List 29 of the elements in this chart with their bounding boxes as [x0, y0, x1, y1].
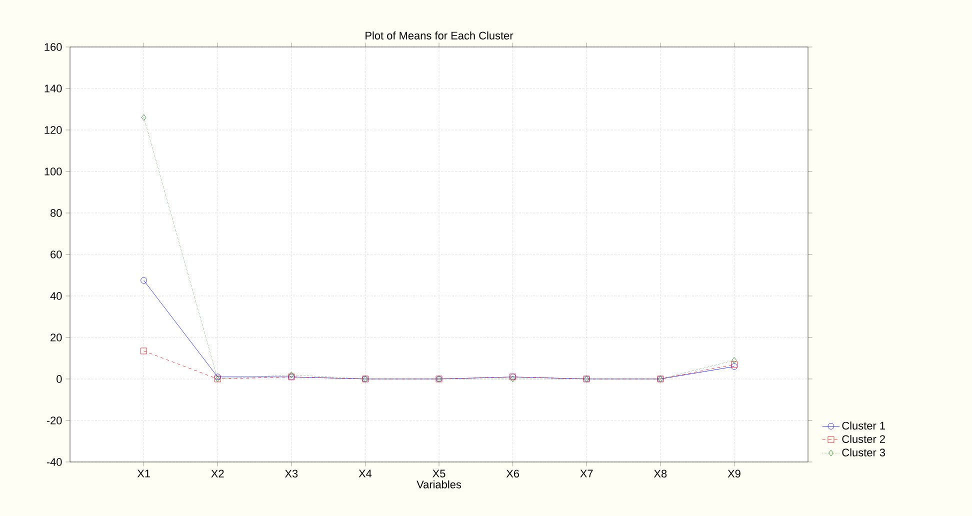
y-tick-label: 40 — [50, 292, 62, 300]
x-tick-label: X1 — [137, 470, 150, 478]
point — [140, 277, 148, 284]
y-tick-label: -40 — [46, 458, 62, 466]
point — [141, 114, 146, 121]
point — [732, 357, 737, 364]
y-tick-label: 160 — [44, 43, 62, 51]
legend-label: Cluster 2 — [842, 434, 885, 443]
y-tick-label: 100 — [44, 168, 62, 176]
y-tick-label: 140 — [44, 84, 62, 92]
x-tick-label: X8 — [654, 470, 667, 478]
x-axis-title: Variables — [416, 480, 462, 488]
y-tick-label: 60 — [50, 250, 62, 258]
chart-title: Plot of Means for Each Cluster — [366, 31, 514, 40]
y-tick-label: 120 — [44, 126, 62, 134]
x-tick-label: X4 — [358, 470, 372, 478]
y-tick-label: 0 — [56, 375, 62, 383]
x-tick-label: X2 — [211, 470, 224, 478]
y-tick-label: -20 — [46, 416, 62, 424]
x-tick-label: X5 — [432, 470, 446, 478]
y-tick-label: 80 — [50, 209, 62, 217]
point — [140, 348, 148, 354]
legend-label: Cluster 1 — [842, 422, 885, 430]
x-tick-label: X3 — [284, 470, 298, 478]
x-tick-label: X7 — [580, 470, 593, 478]
x-tick-label: X6 — [506, 470, 520, 478]
legend-label: Cluster 3 — [842, 448, 886, 456]
y-tick-label: 20 — [50, 334, 62, 342]
x-tick-label: X9 — [728, 470, 740, 478]
